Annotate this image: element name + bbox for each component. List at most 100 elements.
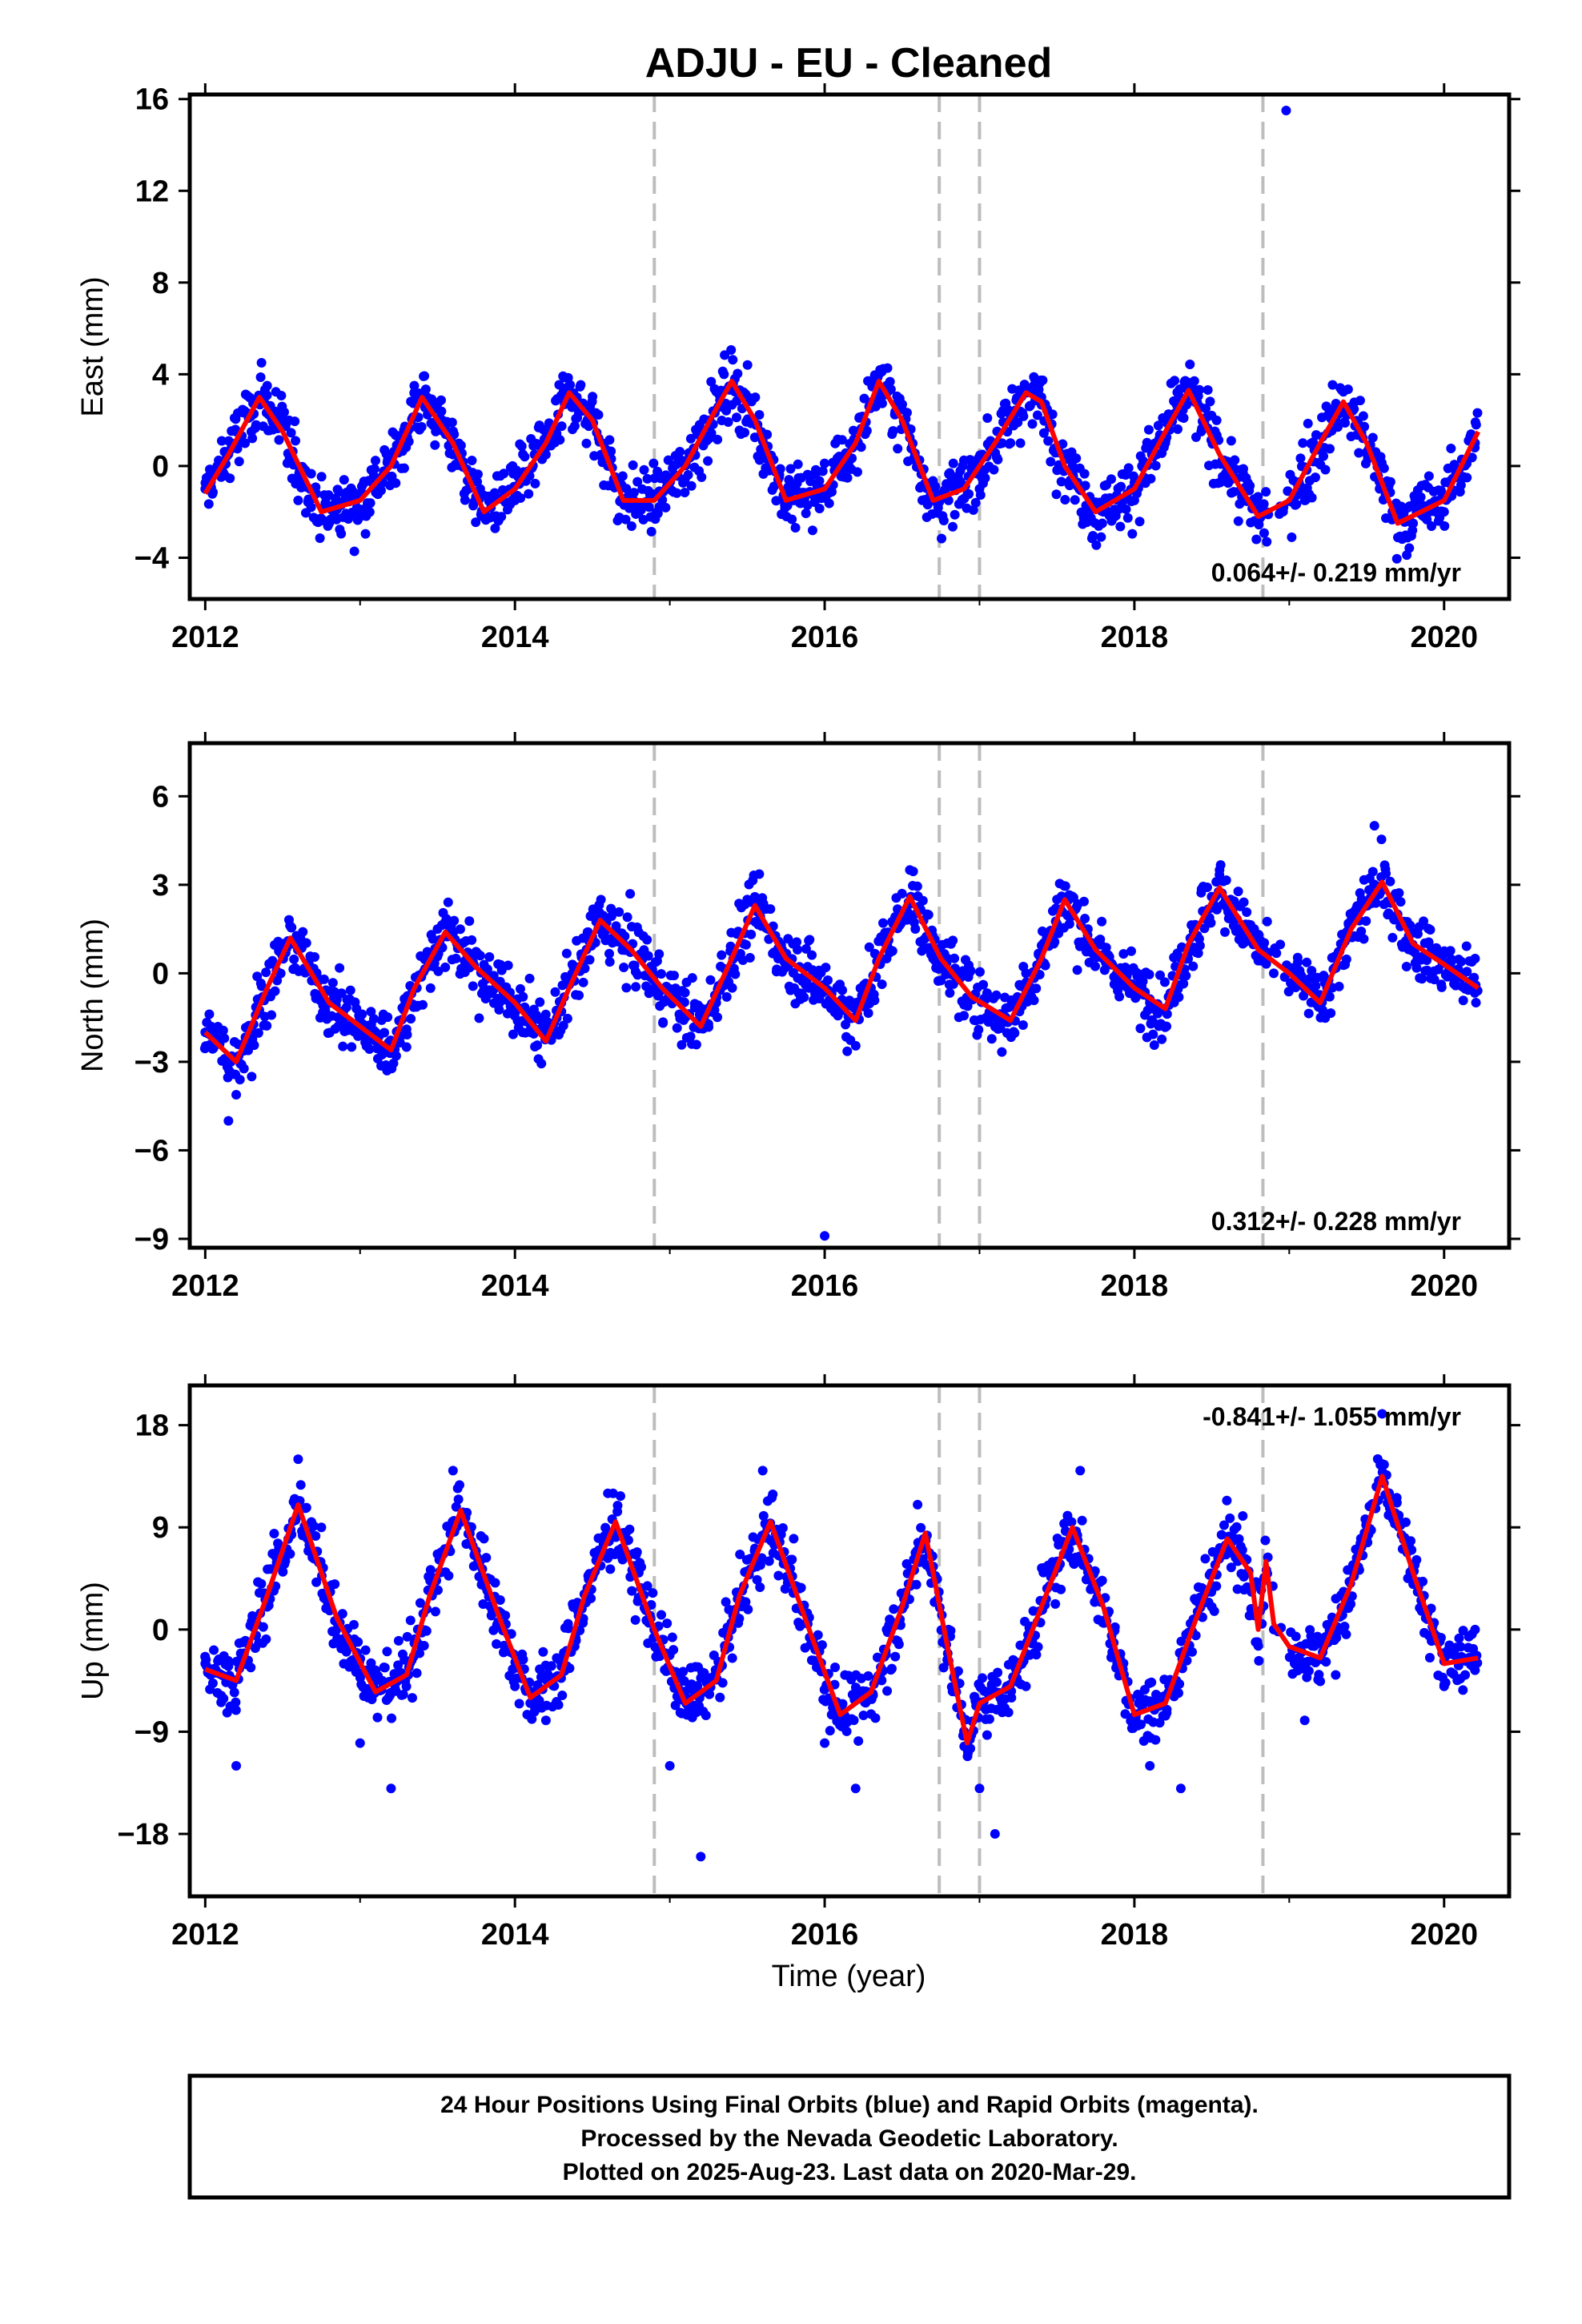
north-data-point	[1411, 963, 1422, 973]
up-data-point	[1033, 1642, 1043, 1652]
east-data-point	[290, 416, 300, 427]
north-data-point	[1149, 1040, 1159, 1051]
east-data-point	[950, 509, 960, 520]
up-data-point	[605, 1564, 616, 1574]
up-data-point	[534, 1695, 544, 1706]
up-data-point	[953, 1666, 963, 1676]
up-data-point	[1315, 1676, 1326, 1687]
up-data-point	[813, 1630, 823, 1640]
up-data-point	[219, 1694, 229, 1704]
north-data-point	[1155, 970, 1166, 980]
north-data-point	[687, 973, 697, 983]
north-data-point	[580, 963, 590, 974]
east-data-point	[968, 505, 978, 515]
east-data-point	[632, 476, 643, 487]
up-data-point	[741, 1597, 751, 1607]
up-data-point	[223, 1661, 234, 1671]
up-data-point	[1176, 1636, 1186, 1647]
east-data-point	[225, 473, 235, 484]
east-data-point	[306, 502, 316, 513]
north-y-tick-label: −6	[135, 1134, 169, 1168]
x-axis-label: Time (year)	[772, 1960, 926, 1993]
north-data-point	[449, 915, 460, 926]
east-data-point	[336, 529, 347, 539]
up-data-point	[642, 1581, 652, 1591]
east-data-point	[1170, 376, 1180, 386]
north-data-point	[643, 951, 653, 961]
north-data-point	[1341, 954, 1351, 964]
up-data-point	[1231, 1522, 1242, 1532]
north-data-point	[1429, 975, 1439, 985]
up-data-point	[1207, 1546, 1218, 1557]
north-data-point	[974, 967, 985, 977]
east-data-point	[370, 456, 380, 466]
up-data-point	[1031, 1650, 1042, 1660]
north-data-point	[1371, 898, 1381, 908]
east-data-point	[365, 498, 375, 509]
up-data-point	[557, 1691, 568, 1701]
east-data-point	[964, 489, 974, 499]
north-data-point	[1157, 1034, 1167, 1044]
east-y-tick-label: 16	[135, 83, 169, 117]
east-data-point	[888, 426, 898, 436]
north-data-point	[558, 1020, 568, 1031]
north-data-point	[1135, 1023, 1146, 1034]
up-data-point	[982, 1730, 992, 1740]
north-data-point	[742, 895, 753, 905]
east-data-point	[620, 514, 631, 525]
north-data-point	[204, 1009, 215, 1019]
up-data-point	[430, 1606, 440, 1617]
east-data-point	[1091, 540, 1102, 550]
east-data-point	[1200, 404, 1211, 414]
up-data-point	[1056, 1584, 1066, 1594]
north-data-point	[805, 935, 815, 945]
up-data-point	[662, 1618, 673, 1629]
east-data-point	[420, 384, 431, 395]
north-data-point	[621, 983, 632, 993]
east-panel: 2012 2014 2016 2018 2020 −4 0 4 8 12 16 East (mm) 0.…	[76, 83, 1520, 654]
east-data-point	[720, 350, 730, 360]
east-data-point	[1472, 408, 1483, 418]
up-data-point	[627, 1586, 637, 1596]
up-data-point	[721, 1597, 731, 1607]
up-data-point	[405, 1615, 416, 1626]
north-data-point	[1334, 981, 1344, 991]
east-data-point	[569, 420, 580, 431]
north-rate-label: 0.312+/- 0.228 mm/yr	[1211, 1207, 1461, 1236]
up-data-point	[632, 1547, 642, 1558]
north-data-point	[336, 988, 347, 999]
up-data-point	[1456, 1642, 1466, 1652]
east-data-point	[719, 369, 729, 380]
up-data-point	[757, 1553, 767, 1563]
east-data-point	[449, 429, 460, 440]
east-data-point	[680, 488, 690, 498]
up-data-point	[415, 1648, 425, 1659]
north-data-point	[1097, 916, 1107, 927]
up-data-point	[881, 1624, 892, 1634]
footer-line-3: Plotted on 2025-Aug-23. Last data on 202…	[563, 2159, 1137, 2185]
north-data-point	[1456, 956, 1467, 967]
north-data-point	[1080, 914, 1090, 924]
north-data-point	[910, 924, 921, 935]
north-data-point	[1445, 946, 1456, 956]
north-x-tick-label: 2014	[481, 1269, 549, 1303]
north-data-point	[1126, 946, 1136, 956]
east-data-point	[1287, 532, 1297, 542]
east-y-tick-label: 0	[152, 450, 169, 484]
up-data-point	[656, 1610, 667, 1620]
up-data-point	[893, 1639, 904, 1650]
north-data-point	[467, 935, 477, 945]
east-data-point	[1253, 492, 1263, 502]
up-data-point	[1110, 1622, 1120, 1632]
north-data-point	[905, 865, 915, 875]
north-data-point	[1029, 995, 1039, 1006]
up-data-point	[337, 1609, 347, 1619]
east-data-point	[1238, 464, 1248, 474]
east-data-point	[472, 469, 483, 480]
east-data-point	[790, 522, 801, 533]
east-data-point	[524, 489, 534, 499]
north-data-point	[1376, 834, 1387, 845]
north-data-point	[482, 964, 492, 975]
east-data-point	[626, 521, 636, 532]
north-data-point	[1367, 866, 1378, 877]
